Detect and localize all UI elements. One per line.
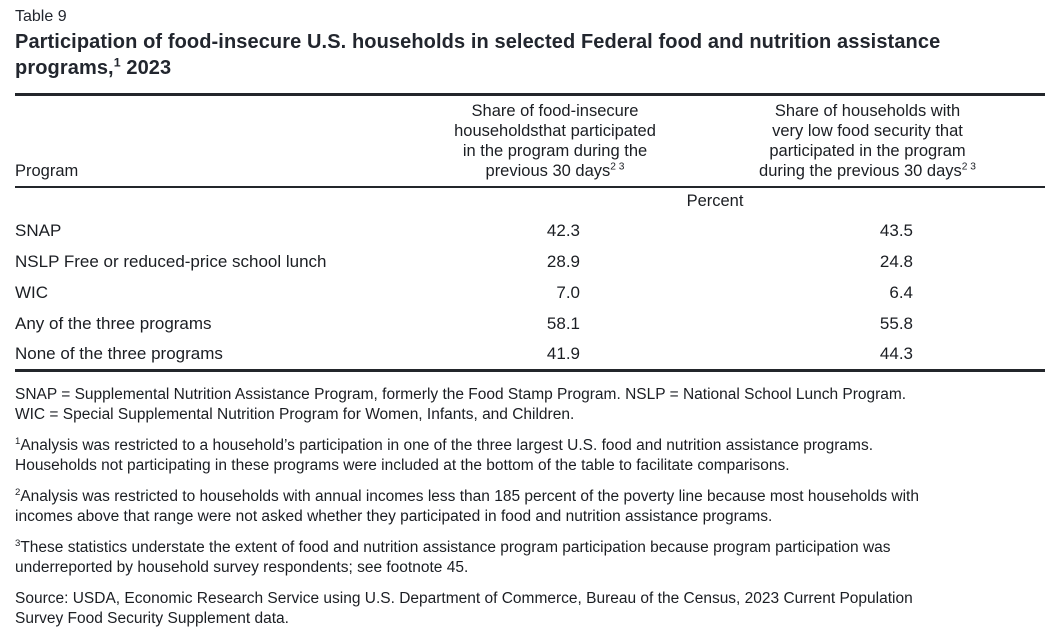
table-header-row: Program Share of food-insecure household… [15,94,1045,188]
value-cell-very-low: 6.4 [889,282,913,302]
table-title-year: 2023 [120,57,172,79]
program-cell: NSLP Free or reduced-price school lunch [15,251,327,271]
table-number-label: Table 9 [15,8,67,25]
value-cell-very-low: 44.3 [879,343,913,363]
value-cell-food-insecure: 42.3 [546,220,580,240]
program-cell: Any of the three programs [15,313,212,333]
footnote-2-marker: 2 [15,486,21,498]
unit-row-spacer [15,187,420,215]
column-header-very-low-text: Share of households with very low food s… [759,102,966,180]
program-cell: SNAP [15,220,62,240]
unit-label: Percent [686,192,744,210]
column-header-food-insecure-footnote-marker: 2 3 [610,161,625,173]
footnotes-section: SNAP = Supplemental Nutrition Assistance… [15,385,1045,629]
table-row-any-programs: Any of the three programs 58.1 55.8 [15,308,1045,339]
value-cell-food-insecure: 7.0 [556,282,580,302]
value-cell-very-low: 55.8 [879,313,913,333]
value-cell-food-insecure: 28.9 [546,251,580,271]
column-header-food-insecure-text: Share of food-insecure householdsthat pa… [454,102,656,180]
value-cell-very-low: 24.8 [879,251,913,271]
footnote-1-text: Analysis was restricted to a household’s… [15,436,874,474]
unit-row: Percent [15,187,1045,215]
value-cell-very-low: 43.5 [879,220,913,240]
table-row-none-programs: None of the three programs 41.9 44.3 [15,339,1045,370]
program-cell: WIC [15,282,49,302]
column-header-program: Program [15,94,420,188]
value-cell-food-insecure: 58.1 [546,313,580,333]
footnote-abbreviations: SNAP = Supplemental Nutrition Assistance… [15,385,907,423]
table-row-wic: WIC 7.0 6.4 [15,277,1045,308]
value-cell-food-insecure: 41.9 [546,343,580,363]
column-header-very-low-footnote-marker: 2 3 [961,161,976,173]
footnote-3: 3These statistics understate the extent … [15,538,1045,578]
program-cell: None of the three programs [15,343,223,363]
column-header-very-low: Share of households with very low food s… [690,94,1045,188]
participation-table: Program Share of food-insecure household… [15,93,1045,372]
footnote-3-text: These statistics understate the extent o… [15,538,891,576]
source-note: Source: USDA, Economic Research Service … [15,589,913,627]
footnote-1: 1Analysis was restricted to a household’… [15,436,1045,476]
column-header-food-insecure: Share of food-insecure householdsthat pa… [420,94,690,188]
footnote-3-marker: 3 [15,537,21,549]
table-title-text: Participation of food-insecure U.S. hous… [15,31,941,79]
table-row-snap: SNAP 42.3 43.5 [15,215,1045,246]
title-footnote-marker: 1 [113,55,121,70]
footnote-1-marker: 1 [15,435,21,447]
table-row-nslp: NSLP Free or reduced-price school lunch … [15,246,1045,277]
table-title: Participation of food-insecure U.S. hous… [15,29,1045,81]
footnote-2-text: Analysis was restricted to households wi… [15,487,919,525]
footnote-2: 2Analysis was restricted to households w… [15,487,1045,527]
